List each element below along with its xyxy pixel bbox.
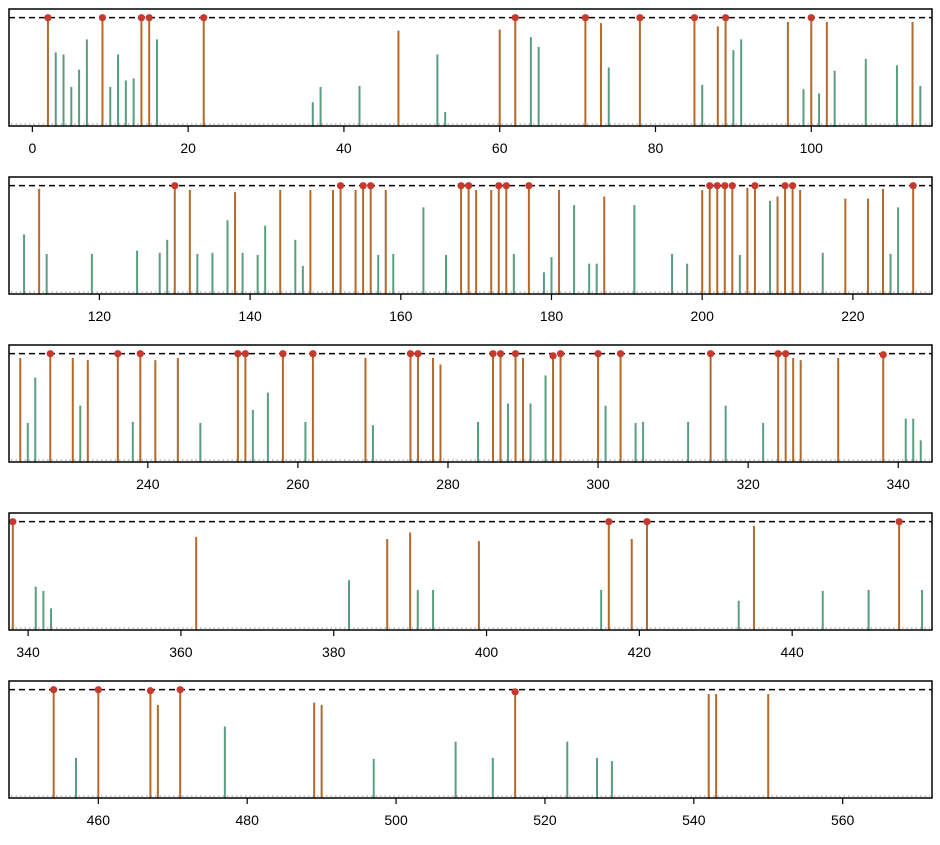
x-tick-label: 340: [16, 644, 40, 660]
x-tick-label: 340: [887, 476, 911, 492]
stem-marker: [807, 14, 815, 22]
panel-frame: [8, 512, 933, 631]
stem-marker: [511, 350, 520, 358]
stem-marker: [9, 518, 17, 526]
x-tick-label: 100: [800, 140, 824, 156]
stem-marker: [643, 518, 651, 526]
stem-marker: [50, 686, 58, 694]
stem-marker: [457, 182, 465, 190]
stem-marker: [496, 350, 505, 358]
stem-marker: [241, 350, 249, 358]
stem-marker: [707, 350, 715, 358]
panel-3: 240 260 280 300 320 340: [8, 344, 933, 492]
x-tick-label: 480: [236, 812, 260, 828]
stem-marker: [137, 14, 146, 22]
stem-marker: [789, 182, 797, 190]
x-tick-label: 180: [540, 308, 564, 324]
stem-marker: [636, 14, 644, 22]
stem-marker: [706, 182, 714, 190]
x-tick-label: 280: [436, 476, 460, 492]
stem-marker: [367, 182, 375, 190]
stem-marker: [234, 350, 242, 358]
stem-marker: [556, 350, 565, 358]
x-tick-label: 0: [28, 140, 36, 156]
x-tick-label: 120: [88, 308, 112, 324]
stem-marker: [495, 182, 503, 190]
stem-marker: [465, 182, 473, 190]
x-tick-label: 220: [841, 308, 865, 324]
stem-marker: [94, 686, 102, 694]
panel-2: 120 140 160 180 200 220: [8, 176, 933, 324]
stem-marker: [721, 14, 730, 22]
stem-marker: [98, 14, 107, 22]
stem-marker: [594, 350, 602, 358]
stem-marker: [200, 14, 208, 22]
stem-marker: [616, 350, 625, 358]
x-tick-label: 400: [475, 644, 499, 660]
stem-marker: [728, 182, 736, 190]
stem-marker: [176, 686, 184, 694]
stem-marker: [414, 350, 422, 358]
stem-marker: [782, 350, 790, 358]
stem-marker: [336, 182, 345, 190]
stem-marker: [146, 687, 155, 695]
x-tick-label: 260: [286, 476, 310, 492]
x-tick-label: 40: [336, 140, 352, 156]
stem-marker: [581, 14, 589, 22]
x-tick-label: 160: [389, 308, 413, 324]
stem-marker: [46, 350, 54, 358]
x-tick-label: 500: [384, 812, 408, 828]
x-tick-label: 320: [736, 476, 760, 492]
stem-marker: [895, 518, 903, 526]
stem-marker: [879, 351, 887, 359]
stem-marker: [605, 518, 613, 526]
x-tick-label: 240: [136, 476, 160, 492]
stem-marker: [359, 182, 367, 190]
x-tick-label: 520: [533, 812, 557, 828]
stem-marker: [511, 688, 519, 696]
stem-marker: [171, 182, 179, 190]
x-tick-label: 200: [691, 308, 715, 324]
stem-marker: [909, 182, 917, 190]
stem-marker: [406, 350, 415, 358]
x-tick-label: 300: [586, 476, 610, 492]
x-tick-label: 560: [831, 812, 855, 828]
stem-marker: [511, 14, 519, 22]
x-tick-label: 540: [682, 812, 706, 828]
panel-4: 340 360 380 400 420 440: [8, 512, 933, 660]
stem-marker: [549, 352, 557, 360]
panel-frame: [8, 344, 933, 463]
panel-5: 460 480 500 520 540 560: [8, 680, 933, 828]
stem-marker: [489, 350, 497, 358]
panel-frame: [8, 8, 933, 127]
x-tick-label: 420: [628, 644, 652, 660]
x-tick-label: 360: [169, 644, 193, 660]
x-tick-label: 460: [87, 812, 111, 828]
stem-marker: [721, 182, 729, 190]
panel-frame: [8, 680, 933, 799]
panel-1: 0 20 40 60 80 100: [8, 8, 933, 156]
x-tick-label: 380: [322, 644, 346, 660]
stem-marker: [690, 14, 699, 22]
stem-marker: [145, 14, 153, 22]
x-tick-label: 60: [492, 140, 508, 156]
x-tick-label: 80: [648, 140, 664, 156]
stem-marker: [44, 14, 52, 22]
stem-marker: [114, 350, 122, 358]
stem-marker: [279, 350, 287, 358]
x-tick-label: 440: [780, 644, 804, 660]
x-tick-label: 20: [180, 140, 196, 156]
stem-marker: [713, 182, 721, 190]
x-tick-label: 140: [238, 308, 262, 324]
stem-marker: [525, 182, 533, 190]
stem-marker: [502, 182, 510, 190]
stem-marker: [774, 350, 782, 358]
panel-frame: [8, 176, 933, 295]
stem-marker: [309, 350, 317, 358]
stem-marker: [136, 350, 144, 358]
stem-marker: [781, 182, 789, 190]
stem-marker: [751, 182, 759, 190]
